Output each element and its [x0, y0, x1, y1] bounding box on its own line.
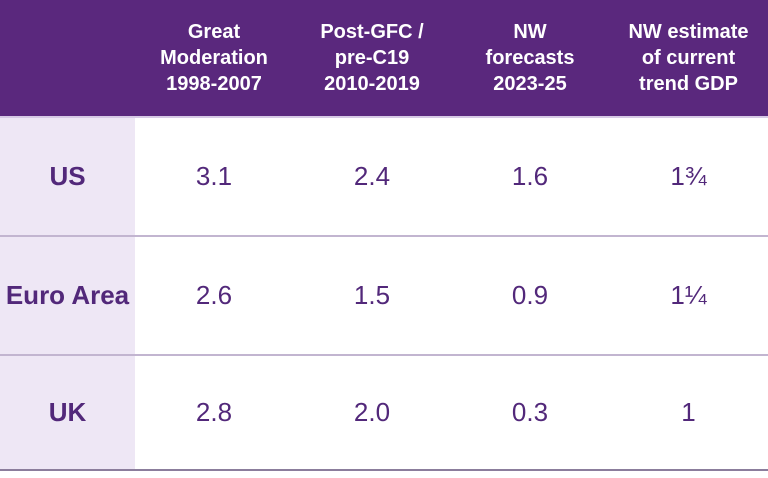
table-cell: 1¾: [670, 161, 707, 191]
header-corner-cell: [0, 0, 135, 116]
table-cell: 2.8: [195, 397, 233, 427]
table-cell: 3.1: [195, 161, 233, 191]
table-cell: 2.0: [353, 397, 391, 427]
header-cell-great-moderation: Great Moderation 1998-2007: [160, 21, 268, 95]
row-label-euro-area: Euro Area: [0, 237, 135, 354]
table-cell: 1.6: [511, 161, 549, 191]
table-cell: 1.5: [353, 280, 391, 310]
table-cell: 2.4: [353, 161, 391, 191]
row-label-uk: UK: [0, 356, 135, 469]
table-header-row: Great Moderation 1998-2007 Post-GFC / pr…: [0, 0, 768, 118]
header-cell-nw-forecasts: NW forecasts 2023-25: [485, 21, 575, 95]
table-cell: 0.9: [511, 280, 549, 310]
header-cell-post-gfc: Post-GFC / pre-C19 2010-2019: [320, 21, 424, 95]
table-row-us: US 3.1 2.4 1.6 1¾: [0, 118, 768, 237]
table-row-euro-area: Euro Area 2.6 1.5 0.9 1¼: [0, 237, 768, 356]
table-cell: 1: [681, 397, 696, 427]
header-cell-nw-trend-estimate: NW estimate of current trend GDP: [628, 21, 749, 95]
table-row-uk: UK 2.8 2.0 0.3 1: [0, 356, 768, 471]
table-cell: 1¼: [670, 280, 707, 310]
table-cell: 0.3: [511, 397, 549, 427]
table-cell: 2.6: [195, 280, 233, 310]
row-label-us: US: [0, 118, 135, 235]
